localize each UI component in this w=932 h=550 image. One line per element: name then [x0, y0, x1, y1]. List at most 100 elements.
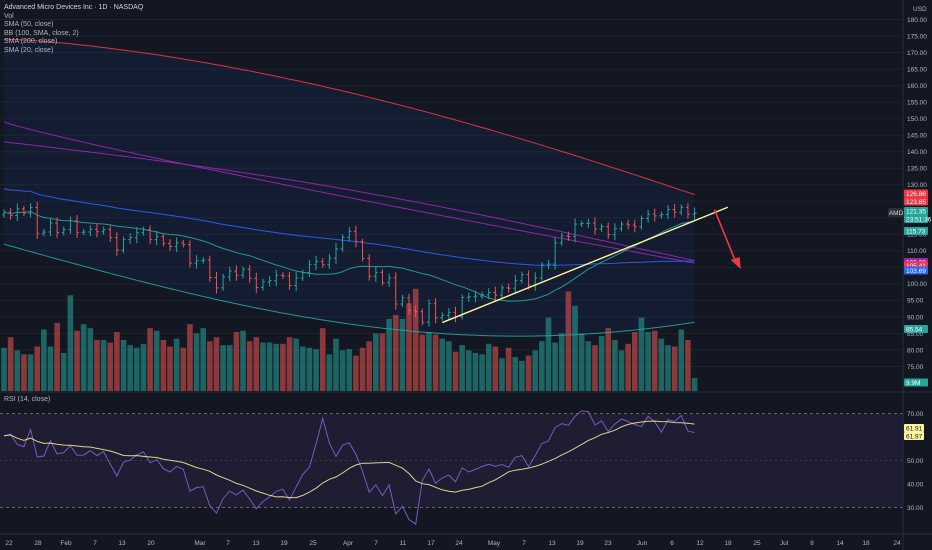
sma20-line	[3, 210, 695, 302]
indicator-vol[interactable]: Vol	[4, 12, 14, 20]
volume-bars	[1, 288, 698, 391]
volume-bar	[127, 345, 133, 391]
volume-bar	[605, 328, 612, 391]
price-axis[interactable]: 180.00 175.00 170.00 165.00 160.00 155.00 150.…	[904, 17, 932, 387]
volume-bar	[213, 337, 220, 391]
volume-bar	[266, 342, 273, 391]
price-tick-label: 165.00	[907, 66, 927, 73]
price-badge-label: 105.41	[906, 263, 926, 270]
indicator-bb[interactable]: BB (100, SMA, close, 2)	[4, 29, 79, 37]
volume-bar	[598, 335, 605, 391]
time-tick-label: 6	[670, 540, 674, 547]
chart-title[interactable]: Advanced Micro Devices Inc · 1D · NASDAQ	[4, 4, 144, 11]
volume-bar	[386, 318, 392, 391]
rsi-tick-label: 70.00	[907, 411, 924, 418]
volume-bar	[558, 333, 565, 391]
time-tick-label: 19	[280, 540, 288, 547]
price-tick-label: 145.00	[907, 132, 927, 139]
symbol-tag: AMD	[888, 208, 904, 217]
price-badge-bg	[904, 207, 928, 215]
volume-bar	[153, 330, 160, 391]
volume-bar	[492, 346, 499, 391]
arrow-head	[730, 257, 741, 270]
legend: Advanced Micro Devices Inc · 1D · NASDAQ…	[4, 4, 143, 56]
volume-bar	[446, 341, 452, 391]
time-tick-label: 24	[455, 540, 463, 547]
time-tick-label: 7	[93, 540, 97, 547]
price-tick-label: 160.00	[907, 83, 927, 90]
volume-bar	[306, 347, 313, 391]
bb-basis-line	[3, 141, 695, 261]
volume-bar	[240, 330, 246, 391]
indicator-sma200[interactable]: SMA (200, close)	[4, 38, 58, 46]
bb-upper-line	[3, 38, 695, 196]
volume-bar	[54, 322, 60, 391]
volume-bar	[359, 347, 366, 391]
volume-bar	[645, 332, 651, 391]
time-tick-label: 11	[400, 540, 407, 547]
volume-bar	[200, 328, 206, 391]
rsi-tick-label: 40.00	[907, 481, 924, 488]
volume-bar	[505, 347, 512, 391]
time-tick-label: 25	[309, 540, 317, 547]
volume-bar	[685, 339, 691, 391]
price-badge-bg	[904, 325, 928, 333]
indicator-sma50[interactable]: SMA (50, close)	[4, 21, 54, 29]
time-tick-label: 7	[226, 540, 230, 547]
volume-bar	[532, 350, 538, 391]
price-badge-label: 23:51:36	[906, 216, 932, 223]
price-tick-label: 90.00	[907, 314, 924, 321]
rsi-badge-bg	[904, 432, 924, 440]
volume-bar	[519, 360, 525, 391]
volume-bar	[14, 350, 21, 391]
sma200-line	[3, 121, 695, 264]
currency-label[interactable]: USD	[913, 6, 927, 13]
price-badge-bg	[904, 197, 928, 206]
volume-bar	[479, 354, 485, 391]
price-tick-label: 180.00	[907, 17, 927, 24]
time-tick-label: 20	[147, 540, 155, 547]
volume-bar	[539, 341, 545, 391]
price-badge: 103.69	[904, 266, 928, 275]
volume-bar	[432, 334, 439, 391]
volume-bar	[459, 345, 465, 391]
volume-bar	[632, 332, 638, 391]
time-tick-label: Apr	[343, 540, 354, 547]
volume-bar	[193, 333, 200, 391]
rsi-badge: 61.91	[904, 424, 924, 432]
time-tick-label: 17	[427, 540, 435, 547]
volume-bar	[173, 338, 180, 391]
volume-bar	[233, 332, 240, 391]
arrow-shaft	[713, 209, 737, 264]
rsi-plot	[0, 410, 903, 526]
volume-bar	[187, 324, 193, 391]
time-axis[interactable]: 22 28 Feb 7 13 20 Mar 7 13 19 25 Apr 7 11 17 24 May 7 13 19…	[5, 540, 901, 547]
volume-bar	[167, 346, 173, 391]
volume-bar	[545, 317, 552, 391]
volume-bar	[326, 354, 333, 391]
indicator-sma20[interactable]: SMA (20, close)	[4, 46, 54, 54]
drawings[interactable]	[441, 206, 741, 324]
price-tick-label: 80.00	[907, 347, 924, 354]
bollinger-band-area	[4, 39, 695, 337]
volume-bar	[260, 342, 266, 391]
rsi-indicator-label[interactable]: RSI (14, close)	[4, 396, 51, 403]
volume-bar	[34, 346, 40, 391]
volume-bar	[120, 339, 127, 391]
volume-bar	[691, 378, 698, 391]
volume-bar	[134, 347, 140, 391]
candles	[2, 201, 697, 327]
volume-bar	[319, 328, 326, 391]
rsi-badge-bg	[904, 424, 924, 432]
volume-bar	[585, 341, 592, 391]
volume-bar	[7, 337, 14, 391]
price-tick-label: 75.00	[907, 364, 924, 371]
price-badge: 123.65	[904, 197, 928, 206]
price-badge-bg	[904, 215, 928, 223]
volume-bar	[333, 338, 339, 391]
volume-bar	[220, 345, 226, 391]
time-tick-label: 7	[374, 540, 378, 547]
volume-bar	[678, 329, 685, 391]
